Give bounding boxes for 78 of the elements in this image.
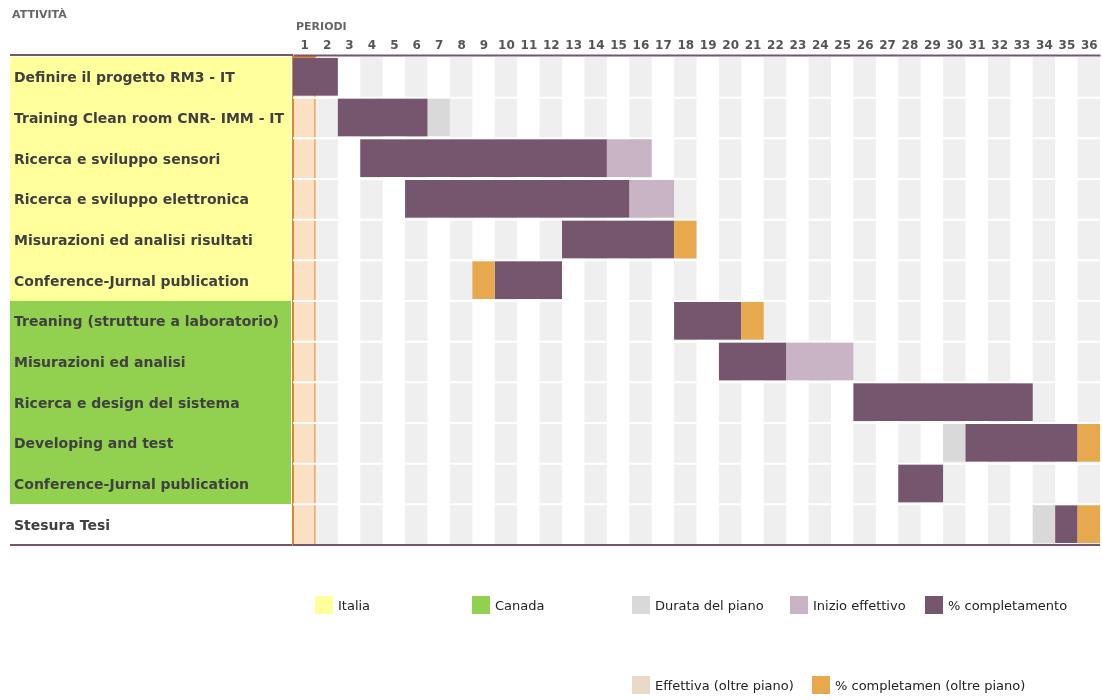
x-tick-label: 25 (834, 38, 852, 52)
y-tick-label: Ricerca e sviluppo elettronica (14, 191, 250, 208)
x-tick-label: 16 (632, 38, 650, 52)
bar (741, 302, 764, 340)
y-tick-label: Ricerca e design del sistema (14, 394, 240, 411)
y-tick-label: Training Clean room CNR- IMM - IT (14, 110, 285, 126)
x-tick-label: 6 (412, 38, 421, 52)
y-tick-label: Developing and test (14, 435, 174, 452)
x-tick-label: 23 (789, 38, 807, 52)
legend-label: Durata del piano (655, 598, 764, 613)
y-tick-label: Misurazioni ed analisi risultati (14, 232, 253, 248)
x-tick-label: 30 (946, 38, 964, 52)
x-tick-label: 4 (367, 38, 377, 52)
bar (562, 220, 675, 259)
bar (337, 98, 428, 137)
legend-label: Effettiva (oltre piano) (655, 678, 794, 693)
x-tick-label: 28 (901, 38, 919, 52)
x-tick-label: 11 (520, 38, 538, 52)
bar (1077, 505, 1100, 543)
x-tick-label: 21 (744, 38, 762, 52)
x-tick-label: 2 (322, 38, 332, 52)
y-axis-title: ATTIVITÀ (12, 8, 68, 21)
bar (965, 424, 1078, 462)
y-tick-label: Treaning (strutture a laboratorio) (14, 313, 279, 330)
x-tick-label: 1 (300, 38, 309, 52)
x-tick-label: 36 (1080, 38, 1098, 52)
x-tick-label: 13 (565, 38, 583, 52)
x-tick-label: 10 (498, 38, 515, 52)
y-tick-label: Conference-Jurnal publication (14, 272, 250, 289)
x-tick-label: 8 (457, 38, 466, 52)
x-tick-label: 34 (1036, 38, 1053, 52)
y-tick-label: Misurazioni ed analisi (14, 354, 186, 370)
x-axis-title: PERIODI (296, 20, 347, 33)
x-tick-label: 31 (968, 38, 986, 52)
x-tick-label: 26 (856, 38, 874, 52)
bar (1032, 505, 1056, 543)
x-tick-label: 35 (1058, 38, 1076, 52)
x-tick-label: 3 (345, 38, 354, 52)
x-tick-label: 29 (924, 38, 941, 52)
x-tick-label: 7 (435, 38, 444, 52)
bar (943, 424, 966, 462)
x-tick-label: 20 (722, 38, 739, 52)
x-tick-label: 19 (699, 38, 717, 52)
x-tick-label: 12 (542, 38, 560, 52)
legend-label: Italia (338, 598, 371, 613)
x-tick-label: 14 (587, 38, 605, 52)
bar (405, 180, 630, 218)
bar (674, 302, 742, 340)
x-tick-label: 22 (767, 38, 784, 52)
bar (606, 139, 652, 177)
x-tick-label: 17 (655, 38, 672, 52)
x-tick-label: 24 (811, 38, 829, 52)
bar (629, 180, 675, 218)
bar (360, 139, 607, 177)
bar (674, 220, 697, 259)
x-tick-label: 32 (991, 38, 1008, 52)
bar (494, 261, 562, 299)
bar (427, 98, 450, 137)
y-tick-label: Conference-Jurnal publication (14, 476, 250, 492)
legend-label: % completamen (oltre piano) (835, 678, 1026, 693)
bar (853, 383, 1033, 421)
bar (1077, 424, 1100, 462)
x-tick-label: 5 (390, 38, 399, 52)
bar (898, 464, 944, 503)
legend-label: Canada (495, 598, 545, 613)
x-tick-label: 15 (610, 38, 627, 52)
y-tick-label: Stesura Tesi (14, 516, 111, 533)
y-tick-label: Ricerca e sviluppo sensori (14, 150, 221, 167)
bar (472, 261, 495, 299)
bar (718, 342, 787, 381)
legend-label: % completamento (948, 598, 1068, 613)
x-tick-label: 33 (1013, 38, 1031, 52)
x-tick-label: 27 (879, 38, 896, 52)
x-tick-label: 18 (677, 38, 695, 52)
x-tick-label: 9 (479, 38, 489, 52)
y-tick-label: Definire il progetto RM3 - IT (14, 69, 236, 86)
bar (786, 342, 854, 381)
legend-label: Inizio effettivo (813, 598, 906, 613)
